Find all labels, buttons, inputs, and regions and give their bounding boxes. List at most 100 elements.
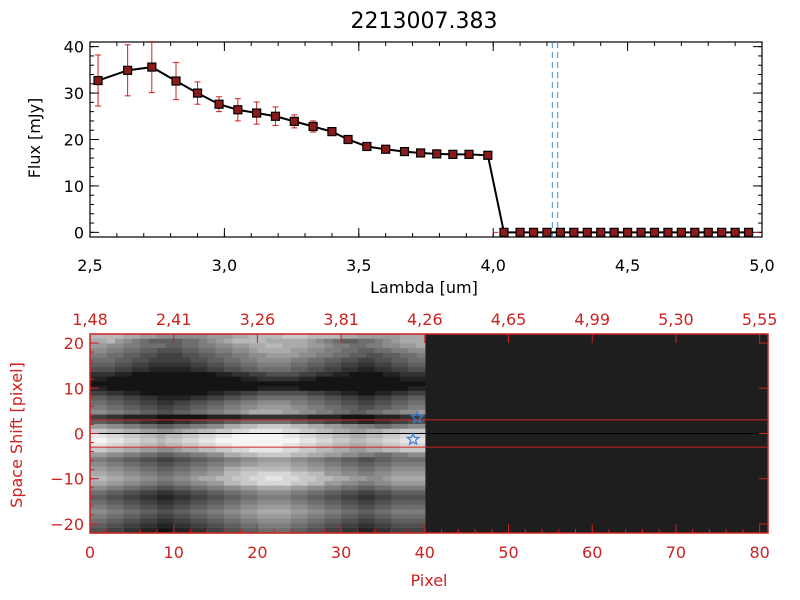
- heatmap-cell: [215, 523, 225, 529]
- heatmap-cell: [198, 343, 208, 349]
- heatmap-cell: [173, 471, 183, 477]
- heatmap-cell: [416, 514, 426, 520]
- heatmap-cell: [98, 490, 108, 496]
- heatmap-cell: [131, 447, 141, 454]
- heatmap-cell: [374, 499, 384, 506]
- bottom-x-tick-label: 10: [164, 543, 184, 562]
- heatmap-cell: [173, 424, 183, 430]
- heatmap-cell: [416, 334, 426, 340]
- heatmap-cell: [299, 471, 309, 477]
- heatmap-cell: [349, 338, 359, 345]
- heatmap-cell: [307, 424, 317, 430]
- heatmap-cell: [408, 466, 418, 473]
- heatmap-cell: [131, 518, 141, 525]
- heatmap-cell: [98, 447, 108, 454]
- heatmap-cell: [307, 471, 317, 477]
- heatmap-cell: [207, 400, 217, 406]
- heatmap-cell: [391, 405, 401, 411]
- data-point: [649, 227, 660, 237]
- heatmap-cell: [382, 442, 392, 449]
- heatmap-cell: [274, 371, 284, 378]
- heatmap-cell: [140, 419, 150, 425]
- heatmap-cell: [282, 476, 292, 482]
- heatmap-cell: [223, 414, 233, 420]
- heatmap-cell: [374, 343, 384, 349]
- heatmap-cell: [198, 495, 208, 501]
- heatmap-cell: [382, 433, 392, 439]
- heatmap-cell: [182, 414, 192, 420]
- heatmap-cell: [265, 476, 275, 482]
- heatmap-cell: [374, 334, 384, 340]
- heatmap-cell: [240, 452, 250, 458]
- heatmap-cell: [223, 461, 233, 468]
- heatmap-cell: [366, 428, 376, 435]
- heatmap-cell: [90, 424, 99, 430]
- heatmap-cell: [207, 395, 217, 401]
- heatmap-cell: [182, 504, 192, 510]
- heatmap-cell: [265, 514, 275, 520]
- heatmap-cell: [198, 476, 208, 482]
- heatmap-cell: [257, 400, 267, 406]
- heatmap-cell: [249, 376, 259, 382]
- heatmap-cell: [374, 461, 384, 468]
- heatmap-cell: [182, 381, 192, 387]
- heatmap-cell: [115, 476, 125, 482]
- heatmap-cell: [190, 523, 200, 529]
- heatmap-cell: [265, 414, 275, 420]
- heatmap-cell: [357, 338, 367, 345]
- heatmap-cell: [316, 362, 325, 368]
- heatmap-cell: [290, 390, 300, 397]
- heatmap-cell: [391, 480, 401, 487]
- heatmap-cell: [140, 362, 150, 368]
- heatmap-cell: [274, 504, 284, 510]
- heatmap-cell: [332, 343, 342, 349]
- heatmap-cell: [341, 334, 351, 340]
- heatmap-cell: [399, 390, 409, 397]
- heatmap-cell: [190, 395, 200, 401]
- heatmap-cell: [106, 390, 116, 397]
- heatmap-cell: [357, 471, 367, 477]
- heatmap-cell: [282, 367, 292, 373]
- heatmap-cell: [240, 428, 250, 435]
- heatmap-cell: [249, 343, 259, 349]
- heatmap-cell: [332, 457, 342, 463]
- heatmap-cell: [232, 466, 242, 473]
- heatmap-cell: [274, 476, 284, 482]
- heatmap-cell: [307, 338, 317, 345]
- heatmap-cell: [148, 424, 158, 430]
- heatmap-cell: [341, 400, 351, 406]
- heatmap-cell: [223, 334, 233, 340]
- heatmap-cell: [290, 466, 300, 473]
- heatmap-cell: [156, 405, 166, 411]
- heatmap-cell: [207, 433, 217, 439]
- heatmap-cell: [156, 414, 166, 420]
- heatmap-cell: [366, 471, 376, 477]
- heatmap-cell: [123, 419, 133, 425]
- heatmap-cell: [399, 357, 409, 364]
- heatmap-cell: [148, 371, 158, 378]
- heatmap-cell: [274, 528, 284, 534]
- heatmap-cell: [257, 523, 267, 529]
- heatmap-cell: [332, 414, 342, 420]
- heatmap-cell: [290, 495, 300, 501]
- heatmap-cell: [399, 504, 409, 510]
- heatmap-cell: [156, 352, 166, 359]
- heatmap-cell: [408, 362, 418, 368]
- data-point: [542, 227, 552, 237]
- heatmap-cell: [190, 438, 200, 444]
- heatmap-cell: [391, 504, 401, 510]
- heatmap-cell: [106, 367, 116, 373]
- heatmap-cell: [249, 424, 259, 430]
- heatmap-cell: [115, 514, 125, 520]
- heatmap-cell: [90, 405, 99, 411]
- heatmap-cell: [282, 386, 292, 392]
- heatmap-cell: [140, 405, 150, 411]
- heatmap-cell: [307, 352, 317, 359]
- heatmap-cell: [198, 523, 208, 529]
- heatmap-cell: [232, 371, 242, 378]
- heatmap-cell: [131, 334, 141, 340]
- heatmap-cell: [198, 471, 208, 477]
- heatmap-cell: [416, 518, 426, 525]
- heatmap-cell: [257, 362, 267, 368]
- heatmap-cell: [416, 386, 426, 392]
